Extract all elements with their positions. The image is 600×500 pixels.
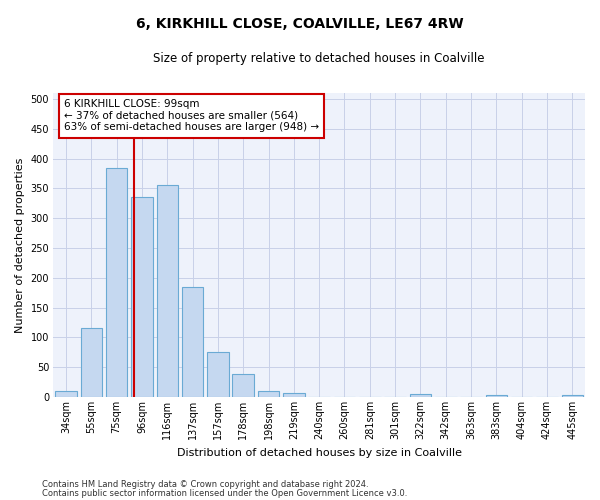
Bar — [283, 394, 305, 397]
Y-axis label: Number of detached properties: Number of detached properties — [15, 158, 25, 332]
Bar — [80, 328, 102, 397]
Bar — [562, 394, 583, 397]
Bar — [410, 394, 431, 397]
Text: 6, KIRKHILL CLOSE, COALVILLE, LE67 4RW: 6, KIRKHILL CLOSE, COALVILLE, LE67 4RW — [136, 18, 464, 32]
Text: 6 KIRKHILL CLOSE: 99sqm
← 37% of detached houses are smaller (564)
63% of semi-d: 6 KIRKHILL CLOSE: 99sqm ← 37% of detache… — [64, 99, 319, 132]
Bar — [207, 352, 229, 397]
X-axis label: Distribution of detached houses by size in Coalville: Distribution of detached houses by size … — [176, 448, 461, 458]
Bar — [182, 287, 203, 397]
Bar — [131, 198, 153, 397]
Bar — [157, 186, 178, 397]
Title: Size of property relative to detached houses in Coalville: Size of property relative to detached ho… — [154, 52, 485, 66]
Bar — [258, 391, 279, 397]
Bar — [485, 394, 507, 397]
Bar — [55, 391, 77, 397]
Bar — [106, 168, 127, 397]
Text: Contains HM Land Registry data © Crown copyright and database right 2024.: Contains HM Land Registry data © Crown c… — [42, 480, 368, 489]
Bar — [232, 374, 254, 397]
Text: Contains public sector information licensed under the Open Government Licence v3: Contains public sector information licen… — [42, 488, 407, 498]
